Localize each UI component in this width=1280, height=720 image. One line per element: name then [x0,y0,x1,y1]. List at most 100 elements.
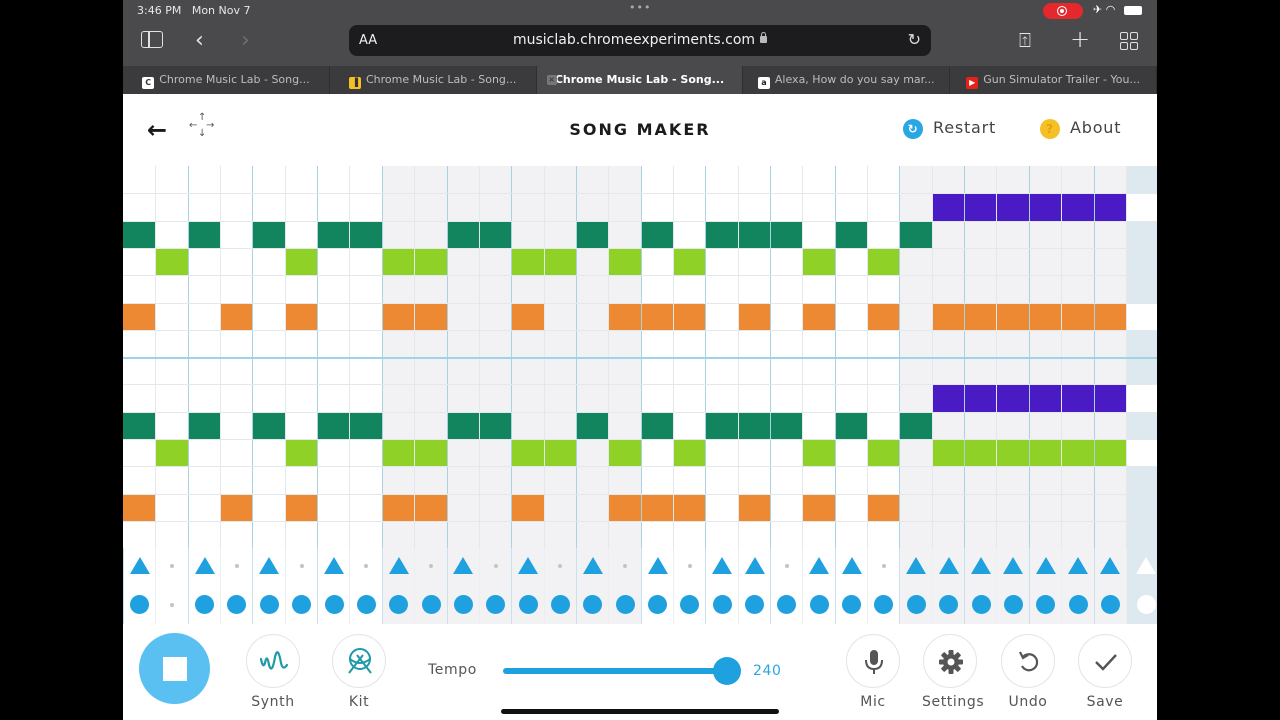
note-cell[interactable] [187,493,221,522]
note-cell-active[interactable] [867,493,900,522]
note-cell[interactable] [608,166,642,194]
note-cell[interactable] [1028,411,1062,440]
note-cell[interactable] [155,520,189,549]
note-cell[interactable] [1093,466,1127,495]
note-cell[interactable] [608,275,642,303]
note-cell[interactable] [123,384,156,413]
note-cell[interactable] [543,275,577,303]
note-cell-active[interactable] [802,247,836,276]
note-cell[interactable] [1093,220,1127,249]
note-cell[interactable] [446,493,480,522]
note-cell[interactable] [834,193,868,222]
note-cell[interactable] [220,411,253,440]
note-cell-active[interactable] [543,439,577,467]
note-cell[interactable] [964,520,997,549]
note-cell[interactable] [284,357,318,385]
browser-tab[interactable]: × Chrome Music Lab - Song... [536,66,744,94]
note-cell-active[interactable] [737,220,771,249]
note-cell[interactable] [511,329,545,358]
note-cell[interactable] [446,275,480,303]
note-cell[interactable] [964,329,997,358]
note-cell[interactable] [705,166,739,194]
undo-button[interactable]: Undo [1000,634,1056,710]
note-cell-active[interactable] [737,411,771,440]
percussion-cell[interactable] [220,548,253,624]
note-cell[interactable] [1028,220,1062,249]
note-cell-active[interactable] [996,193,1030,222]
percussion-cell[interactable] [964,548,997,624]
note-cell[interactable] [640,166,674,194]
note-cell[interactable] [672,329,706,358]
note-cell-active[interactable] [608,493,642,522]
percussion-cell[interactable] [349,548,383,624]
note-cell[interactable] [317,329,350,358]
note-cell[interactable] [899,520,933,549]
percussion-cell[interactable] [478,548,512,624]
note-cell[interactable] [123,357,156,385]
note-cell-active[interactable] [931,302,965,331]
note-cell[interactable] [867,411,900,440]
note-cell[interactable] [187,302,221,331]
multitasking-dots[interactable]: ••• [629,1,652,14]
note-cell-active[interactable] [672,302,706,331]
note-cell[interactable] [867,166,900,194]
note-cell-active[interactable] [446,411,480,440]
note-cell[interactable] [672,275,706,303]
note-cell[interactable] [284,220,318,249]
note-cell[interactable] [381,411,415,440]
note-cell[interactable] [737,329,771,358]
note-cell[interactable] [672,166,706,194]
note-cell-active[interactable] [1028,302,1062,331]
note-cell[interactable] [672,520,706,549]
note-cell-active[interactable] [834,220,868,249]
note-cell[interactable] [899,302,933,331]
note-cell-active[interactable] [834,411,868,440]
note-cell[interactable] [770,166,803,194]
note-cell[interactable] [575,193,609,222]
note-cell-active[interactable] [867,247,900,276]
note-cell[interactable] [899,275,933,303]
note-cell[interactable] [770,302,803,331]
note-cell[interactable] [123,247,156,276]
note-cell[interactable] [640,329,674,358]
note-cell-active[interactable] [608,247,642,276]
percussion-cell[interactable] [575,548,609,624]
percussion-cell[interactable] [996,548,1030,624]
note-cell[interactable] [770,329,803,358]
note-cell[interactable] [349,493,383,522]
note-cell[interactable] [446,247,480,276]
note-cell-active[interactable] [284,439,318,467]
note-cell[interactable] [123,193,156,222]
note-cell[interactable] [931,329,965,358]
note-cell[interactable] [511,166,545,194]
percussion-cell[interactable] [317,548,350,624]
browser-tab[interactable]: C Chrome Music Lab - Song... [123,66,330,94]
note-cell[interactable] [349,329,383,358]
note-cell-active[interactable] [381,302,415,331]
percussion-cell[interactable] [705,548,739,624]
note-cell[interactable] [608,357,642,385]
note-cell[interactable] [705,193,739,222]
note-cell[interactable] [478,384,512,413]
note-cell[interactable] [543,357,577,385]
percussion-cell[interactable] [608,548,642,624]
note-cell[interactable] [931,466,965,495]
note-cell[interactable] [899,193,933,222]
browser-tab[interactable]: ▶ Gun Simulator Trailer - You... [950,66,1157,94]
note-cell[interactable] [123,466,156,495]
note-cell[interactable] [834,357,868,385]
note-cell[interactable] [317,384,350,413]
note-cell-active[interactable] [672,439,706,467]
save-button[interactable]: Save [1077,634,1133,710]
note-cell[interactable] [770,193,803,222]
note-cell-active[interactable] [349,220,383,249]
note-cell[interactable] [155,275,189,303]
percussion-cell[interactable] [543,548,577,624]
note-cell[interactable] [317,247,350,276]
share-icon[interactable]: ⍐ [1019,28,1031,52]
note-cell[interactable] [834,329,868,358]
note-cell[interactable] [640,357,674,385]
note-cell[interactable] [381,520,415,549]
note-cell[interactable] [770,384,803,413]
note-cell[interactable] [802,466,836,495]
